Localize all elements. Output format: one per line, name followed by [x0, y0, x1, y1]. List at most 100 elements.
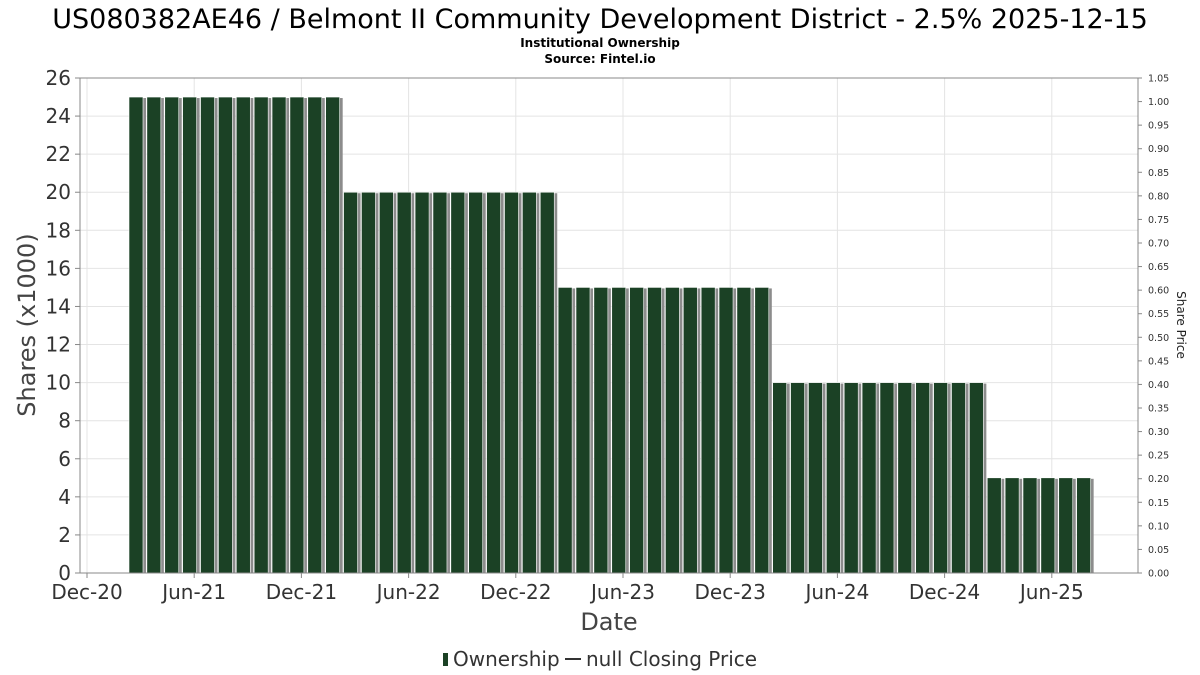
bar-ownership — [128, 96, 144, 574]
bar-ownership — [200, 96, 215, 574]
bar-ownership — [468, 191, 484, 574]
bar-ownership — [790, 382, 805, 574]
y-right-tick-label: 0.65 — [1148, 262, 1169, 273]
bar-ownership — [164, 96, 180, 574]
bar-ownership — [486, 191, 501, 574]
y-tick-label: 22 — [46, 142, 71, 166]
bar-ownership — [843, 382, 859, 574]
x-tick-label: Jun-21 — [160, 580, 226, 604]
bar-ownership — [665, 287, 680, 574]
y-right-tick-label: 0.55 — [1148, 309, 1169, 320]
y-right-tick-label: 0.00 — [1148, 569, 1169, 580]
bar-ownership — [522, 191, 537, 574]
bar-ownership — [1058, 477, 1074, 574]
bar-ownership — [182, 96, 197, 574]
y-tick-label: 10 — [46, 371, 71, 395]
y-right-tick-label: 0.20 — [1148, 474, 1169, 485]
y-tick-label: 6 — [58, 447, 71, 471]
bar-ownership — [575, 287, 591, 574]
y-tick-label: 14 — [46, 294, 71, 318]
legend: Ownership null Closing Price — [443, 647, 757, 671]
bar-ownership — [253, 96, 269, 574]
bar-ownership — [146, 96, 162, 574]
bar-ownership — [986, 477, 1002, 574]
x-axis: Dec-20 Jun-21 Dec-21 Jun-22 Dec-22 Jun-23 Dec-… — [51, 573, 1084, 604]
y-right-tick-label: 0.45 — [1148, 356, 1169, 367]
bar-ownership — [736, 287, 752, 574]
bar-ownership — [897, 382, 913, 574]
x-tick-label: Dec-20 — [51, 580, 122, 604]
chart-title: US080382AE46 / Belmont II Community Deve… — [52, 4, 1148, 35]
bar-ownership — [593, 287, 609, 574]
bars-group — [128, 96, 1094, 574]
y-right-tick-label: 0.60 — [1148, 286, 1169, 297]
bar-ownership — [682, 287, 698, 574]
bar-ownership — [432, 191, 448, 574]
y-right-tick-label: 0.10 — [1148, 521, 1169, 532]
bar-ownership — [951, 382, 966, 574]
bar-ownership — [611, 287, 627, 574]
x-tick-label: Dec-24 — [909, 580, 980, 604]
y-right-tick-label: 0.15 — [1148, 498, 1169, 509]
legend-ownership-swatch — [443, 653, 448, 666]
y-right-tick-label: 0.75 — [1148, 215, 1169, 226]
x-tick-label: Jun-22 — [375, 580, 441, 604]
legend-ownership-label: Ownership — [453, 647, 560, 671]
bar-ownership — [826, 382, 841, 574]
bar-ownership — [1004, 477, 1020, 574]
y-right-tick-label: 1.05 — [1148, 74, 1169, 85]
bar-ownership — [557, 287, 573, 574]
bar-ownership — [969, 382, 984, 574]
bar-ownership — [933, 382, 948, 574]
bar-ownership — [218, 96, 233, 574]
y-tick-label: 16 — [46, 256, 71, 280]
y-tick-label: 18 — [46, 218, 71, 242]
y-right-tick-label: 0.70 — [1148, 239, 1169, 250]
y-right-tick-label: 0.35 — [1148, 404, 1169, 415]
legend-price-label: null Closing Price — [586, 647, 757, 671]
x-tick-label: Dec-23 — [695, 580, 766, 604]
x-axis-title: Date — [580, 608, 637, 636]
bar-ownership — [379, 191, 394, 574]
y-right-tick-label: 0.90 — [1148, 144, 1169, 155]
bar-ownership — [915, 382, 931, 574]
y-right-tick-label: 0.80 — [1148, 191, 1169, 202]
y-tick-label: 0 — [58, 561, 71, 585]
bar-ownership — [539, 191, 555, 574]
bar-ownership — [289, 96, 305, 574]
bar-ownership — [271, 96, 287, 574]
bar-ownership — [772, 382, 787, 574]
y-axis-right-title: Share Price — [1174, 291, 1188, 359]
bar-ownership — [1076, 477, 1091, 574]
y-tick-label: 2 — [58, 523, 71, 547]
y-tick-label: 20 — [46, 180, 71, 204]
bar-ownership — [629, 287, 644, 574]
x-tick-label: Jun-25 — [1018, 580, 1084, 604]
bar-ownership — [647, 287, 662, 574]
bar-ownership — [396, 191, 412, 574]
bar-ownership — [879, 382, 895, 574]
bar-ownership — [343, 191, 358, 574]
y-tick-label: 12 — [46, 333, 71, 357]
bar-ownership — [504, 191, 519, 574]
bar-ownership — [718, 287, 734, 574]
y-tick-label: 24 — [46, 104, 71, 128]
x-tick-label: Dec-22 — [480, 580, 551, 604]
plot-frame — [79, 77, 1139, 574]
bar-ownership — [361, 191, 376, 574]
bar-ownership — [235, 96, 251, 574]
bar-ownership — [414, 191, 430, 574]
bar-ownership — [1040, 477, 1056, 574]
y-right-tick-label: 0.95 — [1148, 121, 1169, 132]
x-tick-label: Dec-21 — [266, 580, 337, 604]
chart-subtitle: Institutional Ownership — [520, 36, 680, 50]
bar-ownership — [1022, 477, 1038, 574]
y-right-tick-label: 0.05 — [1148, 545, 1169, 556]
bar-ownership — [754, 287, 770, 574]
y-tick-label: 26 — [46, 66, 71, 90]
y-right-tick-label: 0.30 — [1148, 427, 1169, 438]
y-axis-right: 0.00 0.05 0.10 0.15 0.20 0.25 0.30 0.35 0.40 0.45… — [1138, 74, 1169, 580]
chart-source: Source: Fintel.io — [544, 52, 655, 66]
